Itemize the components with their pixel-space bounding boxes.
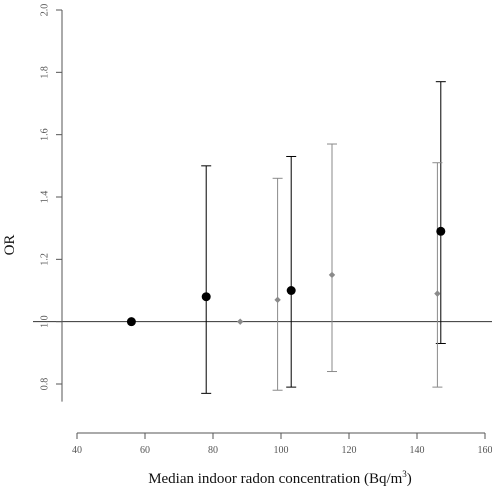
data-point-diamond: [274, 296, 281, 304]
data-point-diamond: [328, 271, 336, 279]
x-axis-title-main: Median indoor radon concentration (Bq/m: [148, 471, 402, 487]
data-point-circle: [126, 317, 136, 327]
data-point-diamond: [237, 318, 244, 325]
y-tick-label: 1.8: [39, 66, 50, 79]
x-axis-title-suffix: ): [407, 471, 412, 487]
y-tick-label: 1.0: [39, 315, 50, 328]
x-tick-label: 60: [140, 445, 150, 456]
data-point-circle: [286, 286, 296, 295]
y-tick-label: 0.8: [39, 378, 50, 391]
x-tick-label: 100: [274, 445, 289, 456]
x-axis-title-superscript: 3: [402, 469, 407, 479]
x-tick-label: 40: [72, 445, 82, 456]
data-point-diamond: [434, 290, 441, 297]
y-axis-title: OR: [2, 235, 18, 256]
y-tick-label: 1.4: [39, 191, 50, 204]
data-point-circle: [201, 292, 211, 302]
error-bars-layer: [201, 81, 446, 394]
y-tick-label: 1.2: [39, 253, 50, 266]
x-tick-label: 160: [478, 445, 492, 456]
y-tick-label: 1.6: [39, 128, 50, 141]
x-axis-title: Median indoor radon concentration (Bq/m3…: [148, 469, 412, 487]
points-layer: [126, 226, 446, 327]
x-tick-label: 140: [410, 445, 425, 456]
axes-layer: 0.8 1.0 1.2 1.4 1.6 1.8 2.0 40 60 80 100 120 140 160: [39, 4, 492, 456]
y-tick-label: 2.0: [39, 4, 50, 17]
data-point-circle: [436, 226, 446, 236]
x-tick-label: 120: [342, 445, 357, 456]
x-tick-label: 80: [208, 445, 218, 456]
